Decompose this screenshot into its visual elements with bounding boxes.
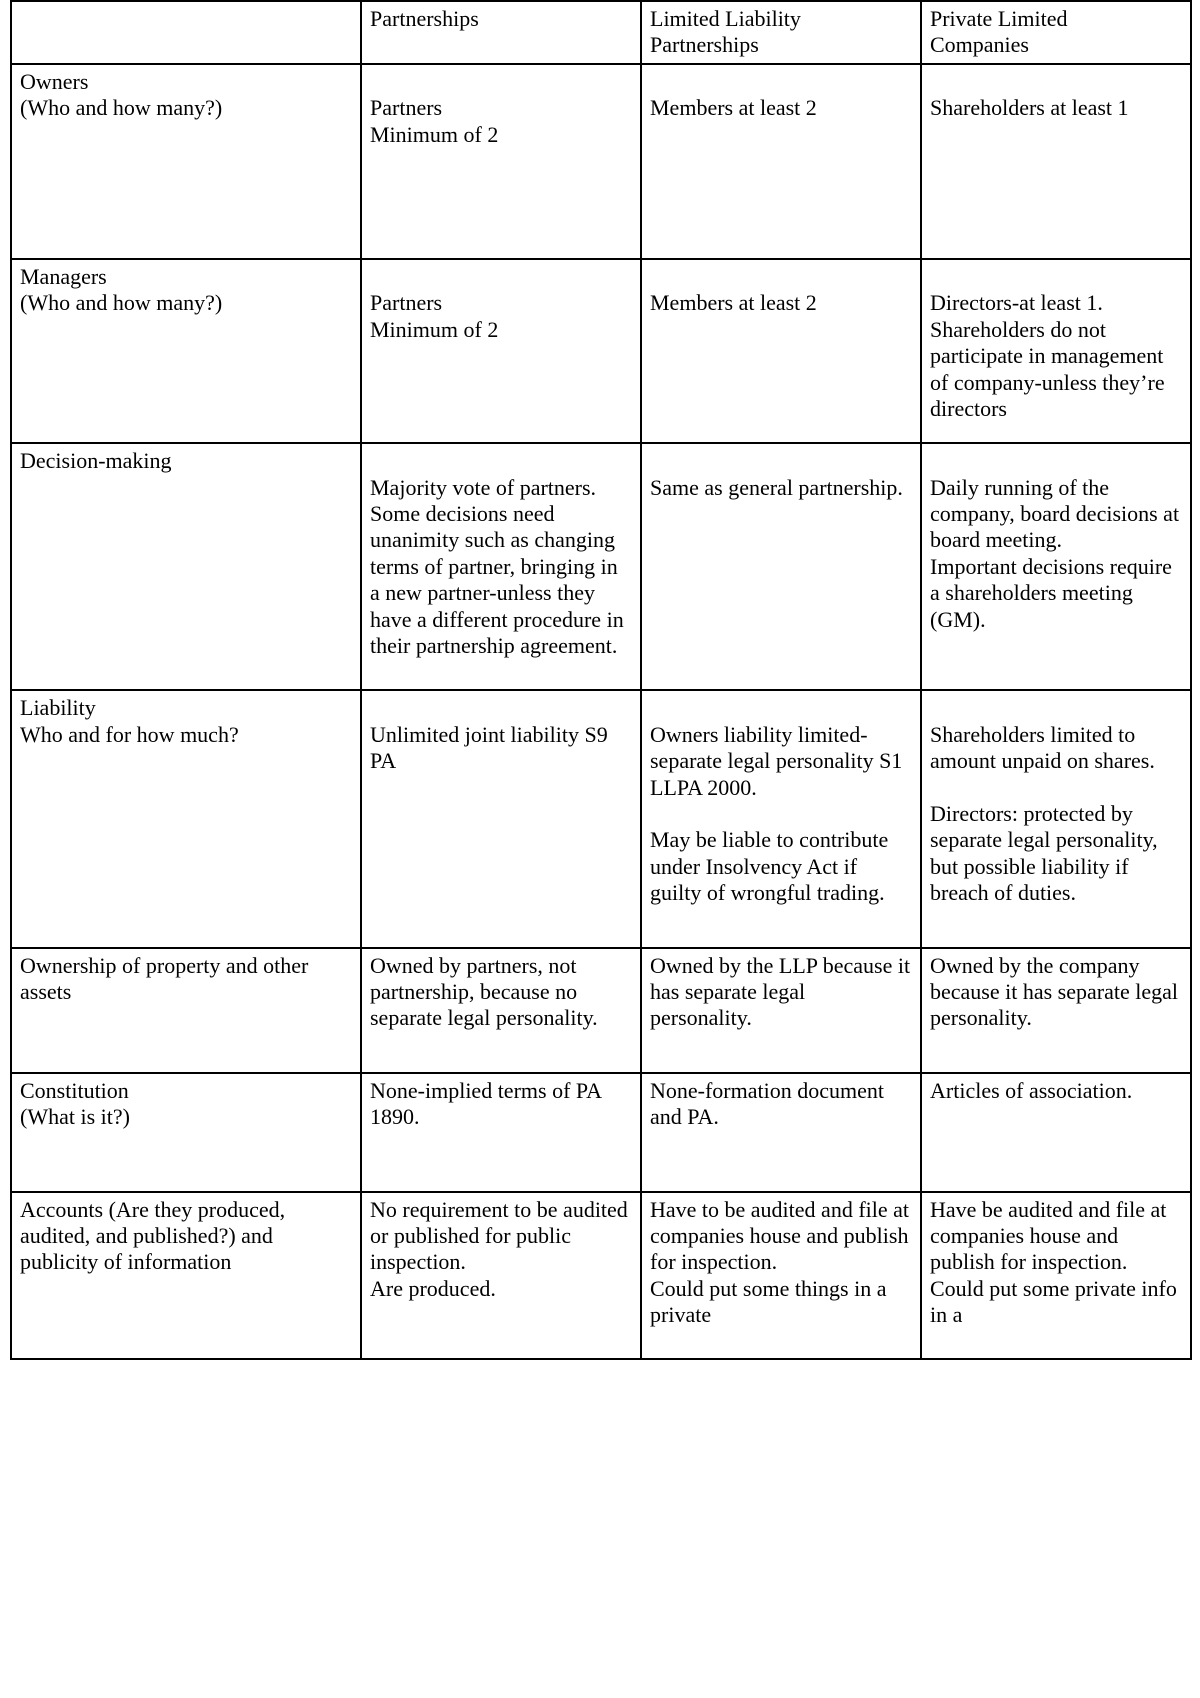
header-cell-blank bbox=[11, 1, 361, 64]
cell: No requirement to be audited or publishe… bbox=[361, 1192, 641, 1360]
table-row: Accounts (Are they produced, audited, an… bbox=[11, 1192, 1191, 1360]
header-cell-plc: Private Limited Companies bbox=[921, 1, 1191, 64]
cell: Directors-at least 1. Shareholders do no… bbox=[921, 259, 1191, 443]
table-row: Liability Who and for how much? Unlimite… bbox=[11, 690, 1191, 947]
header-cell-partnerships: Partnerships bbox=[361, 1, 641, 64]
cell: Owners liability limited-separate legal … bbox=[641, 690, 921, 947]
cell: Same as general partnership. bbox=[641, 443, 921, 690]
cell: Owned by partners, not partnership, beca… bbox=[361, 948, 641, 1073]
table-header-row: Partnerships Limited Liability Partnersh… bbox=[11, 1, 1191, 64]
cell: Members at least 2 bbox=[641, 259, 921, 443]
cell: None-implied terms of PA 1890. bbox=[361, 1073, 641, 1192]
cell: Members at least 2 bbox=[641, 64, 921, 259]
row-label: Owners (Who and how many?) bbox=[11, 64, 361, 259]
cell: Articles of association. bbox=[921, 1073, 1191, 1192]
cell: None-formation document and PA. bbox=[641, 1073, 921, 1192]
cell: Shareholders limited to amount unpaid on… bbox=[921, 690, 1191, 947]
row-label: Decision-making bbox=[11, 443, 361, 690]
row-label: Constitution (What is it?) bbox=[11, 1073, 361, 1192]
cell: Owned by the company because it has sepa… bbox=[921, 948, 1191, 1073]
row-label: Liability Who and for how much? bbox=[11, 690, 361, 947]
table-row: Ownership of property and other assets O… bbox=[11, 948, 1191, 1073]
table-row: Decision-making Majority vote of partner… bbox=[11, 443, 1191, 690]
cell: Daily running of the company, board deci… bbox=[921, 443, 1191, 690]
row-label: Ownership of property and other assets bbox=[11, 948, 361, 1073]
table-row: Owners (Who and how many?) Partners Mini… bbox=[11, 64, 1191, 259]
cell: Owned by the LLP because it has separate… bbox=[641, 948, 921, 1073]
table-row: Constitution (What is it?) None-implied … bbox=[11, 1073, 1191, 1192]
header-cell-llp: Limited Liability Partnerships bbox=[641, 1, 921, 64]
cell: Partners Minimum of 2 bbox=[361, 64, 641, 259]
cell: Unlimited joint liability S9 PA bbox=[361, 690, 641, 947]
cell: Have to be audited and file at companies… bbox=[641, 1192, 921, 1360]
comparison-table: Partnerships Limited Liability Partnersh… bbox=[10, 0, 1192, 1360]
cell: Have be audited and file at companies ho… bbox=[921, 1192, 1191, 1360]
cell: Majority vote of partners. Some decision… bbox=[361, 443, 641, 690]
row-label: Managers (Who and how many?) bbox=[11, 259, 361, 443]
page: Partnerships Limited Liability Partnersh… bbox=[0, 0, 1200, 1698]
table-row: Managers (Who and how many?) Partners Mi… bbox=[11, 259, 1191, 443]
cell: Shareholders at least 1 bbox=[921, 64, 1191, 259]
row-label: Accounts (Are they produced, audited, an… bbox=[11, 1192, 361, 1360]
cell: Partners Minimum of 2 bbox=[361, 259, 641, 443]
